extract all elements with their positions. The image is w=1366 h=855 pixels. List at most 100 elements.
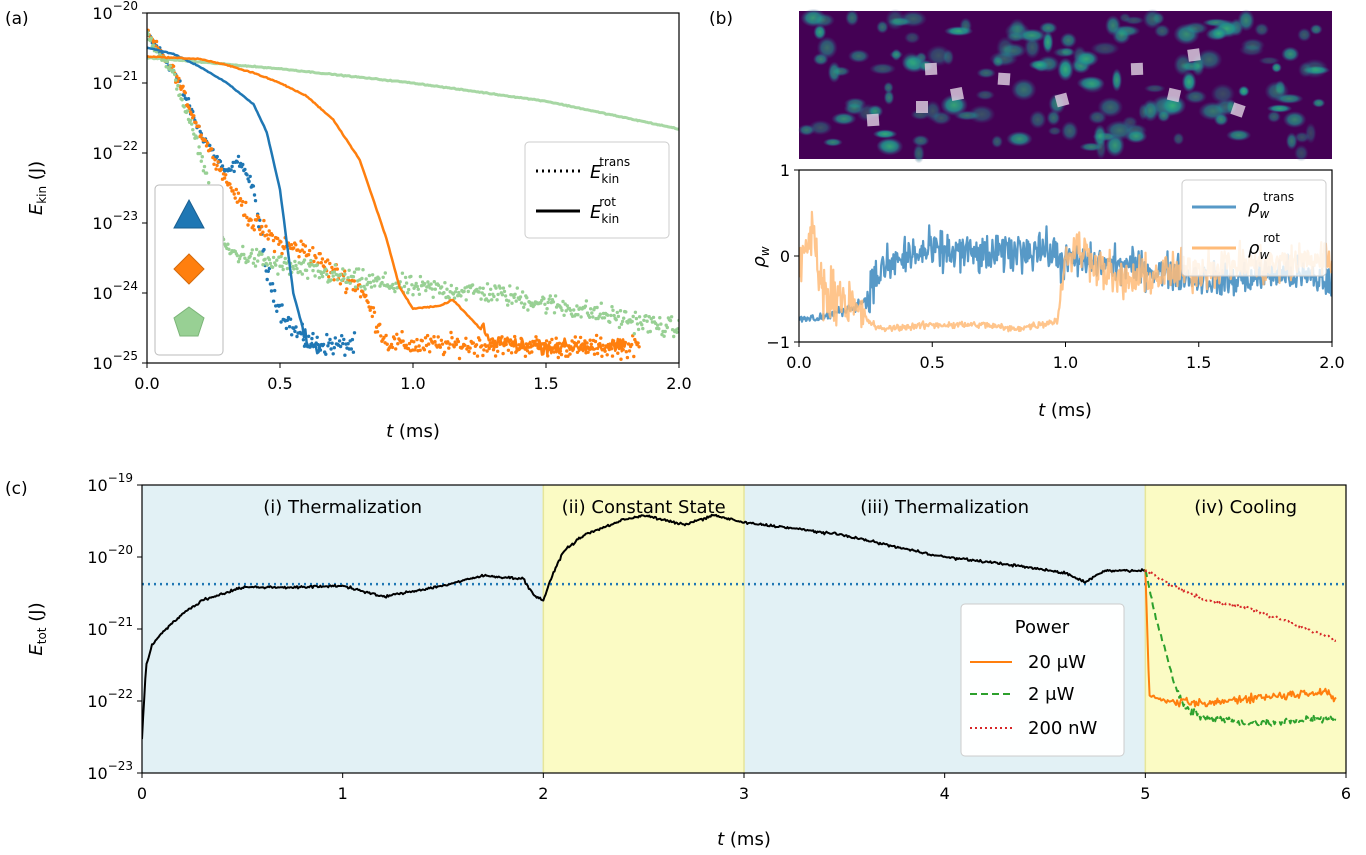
data-point (265, 263, 269, 267)
panel-a-y-ticks: 10−20 10−21 10−22 10−23 10−24 10−25 (92, 0, 147, 373)
y-tick-label: 10−23 (87, 759, 133, 783)
data-point (490, 298, 494, 302)
data-point (248, 174, 252, 179)
particle-square (949, 86, 965, 102)
data-point (417, 344, 421, 348)
data-point (304, 268, 309, 273)
data-point (294, 243, 298, 247)
data-point (559, 306, 563, 310)
x-tick-label: 1 (338, 784, 348, 803)
data-point (195, 136, 199, 140)
x-tick-label: 0 (137, 784, 147, 803)
data-point (665, 325, 669, 330)
data-point (576, 340, 581, 344)
y-tick-label: 10−21 (87, 615, 133, 639)
heatmap-spot (1173, 53, 1193, 76)
data-point (328, 261, 332, 266)
cooling-20uw-line (1144, 569, 1337, 708)
heatmap-spot (813, 24, 827, 40)
data-point (147, 32, 150, 36)
heatmap-spot (1237, 9, 1255, 32)
data-point (578, 335, 583, 340)
data-point (648, 329, 652, 334)
heatmap-spot (1209, 26, 1228, 41)
data-point (232, 169, 236, 174)
data-point (333, 336, 337, 340)
data-point (512, 295, 516, 300)
data-point (392, 286, 396, 291)
data-point (267, 229, 271, 233)
data-point (426, 280, 430, 284)
data-point (568, 308, 573, 312)
data-point (632, 332, 636, 336)
data-point (446, 340, 450, 344)
heatmap-spot (1184, 89, 1207, 104)
data-point (353, 285, 358, 289)
heatmap-spot (975, 89, 995, 101)
data-point (302, 250, 306, 254)
data-point (489, 344, 494, 348)
data-point (626, 321, 630, 325)
data-point (452, 296, 457, 300)
data-point (204, 144, 209, 148)
data-point (249, 251, 253, 256)
data-point (313, 274, 317, 278)
data-point (526, 308, 530, 312)
heatmap-spot (876, 20, 889, 34)
data-point (493, 354, 498, 358)
y-tick-label: 10−20 (92, 0, 138, 23)
data-point (554, 336, 558, 340)
data-point (249, 218, 253, 222)
data-point (508, 284, 512, 288)
panel-a-y-label: Ekin (J) (26, 161, 49, 215)
data-point (359, 285, 363, 289)
data-point (251, 261, 256, 265)
data-point (396, 342, 400, 346)
data-point (437, 291, 442, 295)
x-tick-label: 2.0 (1319, 353, 1344, 372)
data-point (292, 267, 296, 271)
heatmap-spot (1271, 62, 1282, 73)
data-point (357, 267, 361, 271)
data-point (266, 237, 270, 241)
particle-square (1054, 92, 1070, 108)
data-point (539, 301, 543, 305)
heatmap-spot (1281, 46, 1300, 62)
data-point (370, 273, 375, 277)
panel-c-y-label: Etot (J) (26, 602, 49, 655)
data-point (566, 354, 570, 358)
data-point (584, 299, 589, 303)
data-point (647, 315, 651, 319)
data-point (544, 339, 549, 343)
data-point (310, 336, 314, 341)
x-tick-label: 1.0 (400, 374, 425, 393)
data-point (642, 318, 646, 322)
data-point (346, 276, 350, 280)
data-point (229, 168, 233, 172)
data-point (377, 277, 381, 281)
data-point (265, 277, 269, 282)
data-point (415, 337, 419, 342)
data-point (276, 272, 280, 276)
data-point (325, 332, 329, 337)
data-point (330, 265, 334, 270)
heatmap-spot (996, 36, 1015, 60)
data-point (327, 275, 331, 279)
heatmap-spot (1046, 109, 1061, 126)
data-point (518, 295, 523, 299)
data-point (507, 299, 511, 303)
data-point (314, 256, 318, 260)
cooling-2uw-line (1144, 569, 1337, 727)
diamond-marker-icon (173, 253, 205, 285)
data-point (513, 292, 517, 296)
data-point (251, 224, 255, 228)
panel-c-x-ticks: 0 1 2 3 4 5 6 (137, 773, 1351, 803)
heatmap-particles (866, 48, 1246, 127)
data-point (432, 335, 436, 339)
total-energy-line (142, 513, 1147, 740)
x-tick-label: 5 (1140, 784, 1150, 803)
data-point (177, 76, 181, 81)
data-point (299, 239, 303, 243)
data-point (616, 351, 620, 355)
data-point (219, 167, 224, 171)
